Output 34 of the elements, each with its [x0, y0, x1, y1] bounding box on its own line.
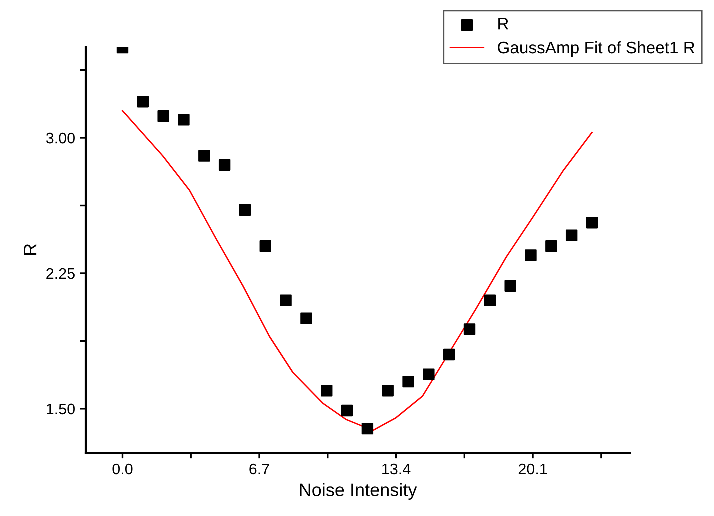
- point: [137, 96, 149, 108]
- legend-label: GaussAmp Fit of Sheet1 R: [498, 41, 695, 57]
- point: [321, 385, 333, 397]
- legend-label: R: [498, 18, 508, 30]
- y-tick-label: 2.25: [46, 268, 75, 280]
- point: [566, 230, 578, 242]
- point: [260, 240, 272, 252]
- x-tick-label: 13.4: [382, 464, 411, 475]
- y-tick-label: 3.00: [46, 132, 75, 144]
- point: [300, 312, 312, 324]
- point: [178, 114, 190, 126]
- point: [341, 404, 354, 417]
- x-tick-label: 20.1: [518, 464, 548, 475]
- point: [464, 324, 476, 336]
- point: [198, 150, 210, 162]
- y-axis-title: R: [24, 244, 37, 256]
- point: [402, 376, 414, 388]
- point: [546, 240, 558, 252]
- point: [382, 385, 394, 397]
- y-tick-label: 1.50: [47, 404, 75, 415]
- x-tick-label: 6.7: [250, 464, 270, 475]
- point: [158, 110, 170, 122]
- x-tick-label: 0.0: [112, 464, 133, 475]
- point: [280, 294, 292, 306]
- point: [239, 204, 252, 216]
- x-axis-title: Noise Intensity: [300, 483, 418, 500]
- point: [362, 422, 374, 435]
- point: [504, 280, 516, 292]
- point: [218, 159, 231, 171]
- point: [444, 348, 456, 361]
- point: [484, 294, 496, 306]
- point: [525, 250, 537, 262]
- point: [423, 368, 435, 380]
- point: [586, 217, 598, 229]
